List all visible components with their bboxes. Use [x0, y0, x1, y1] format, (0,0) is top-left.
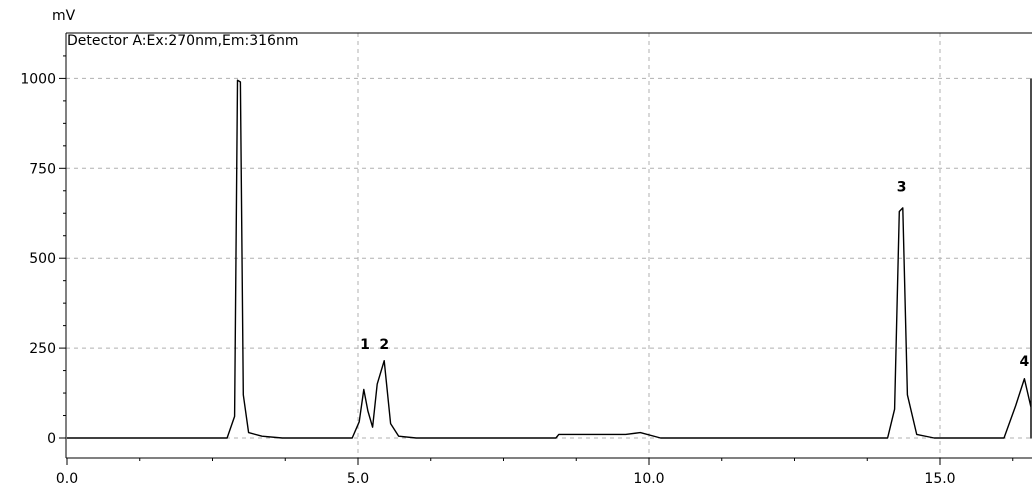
peak-label: 2 [379, 337, 389, 353]
y-tick-label: 500 [29, 251, 56, 267]
x-tick-label: 10.0 [633, 471, 664, 487]
peak-label: 3 [897, 180, 907, 196]
x-tick-label: 5.0 [347, 471, 369, 487]
y-tick-label: 250 [29, 341, 56, 357]
y-unit-label: mV [52, 8, 76, 24]
y-tick-label: 0 [47, 431, 56, 447]
x-tick-label: 15.0 [924, 471, 955, 487]
y-tick-label: 1000 [20, 71, 56, 87]
detector-label: Detector A:Ex:270nm,Em:316nm [67, 33, 298, 49]
peak-labels: 12345678910 + 111213 [360, 180, 1030, 370]
peak-label: 1 [360, 337, 370, 353]
y-axis-ticks: 0 250 500 750 1000 [20, 55, 66, 447]
grid-lines [66, 33, 1032, 458]
x-axis-ticks: 0.05.010.015.020.025.030.0 [56, 458, 1014, 487]
x-tick-label: 0.0 [56, 471, 78, 487]
peak-label: 4 [1020, 354, 1030, 370]
y-tick-label: 750 [29, 161, 56, 177]
axes [65, 32, 1032, 459]
chromatogram-trace [67, 78, 1032, 439]
